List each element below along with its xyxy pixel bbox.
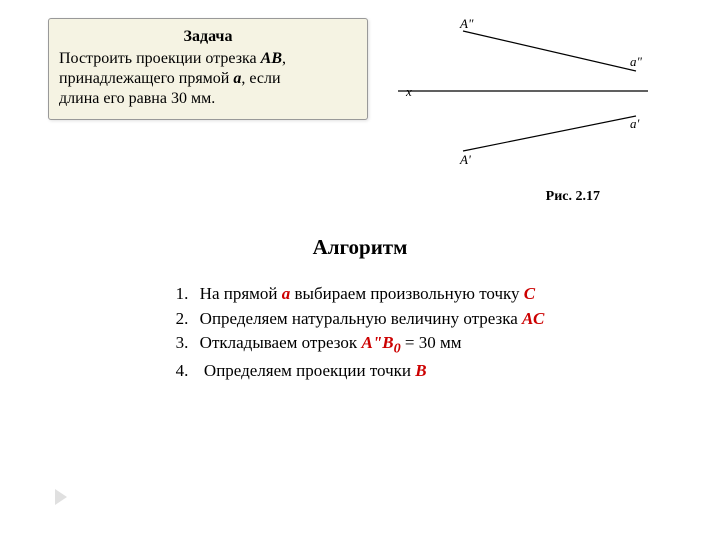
task-title: Задача — [59, 27, 357, 47]
svg-text:A": A" — [459, 16, 474, 31]
svg-text:a': a' — [630, 116, 640, 131]
task-text: , если — [241, 70, 280, 87]
task-text: , — [282, 50, 286, 67]
algorithm-item: 1.На прямой а выбираем произвольную точк… — [176, 282, 545, 307]
figure-caption: Рис. 2.17 — [0, 189, 720, 205]
algorithm-item: 3.Откладываем отрезок А"В0 = 30 мм — [176, 331, 545, 359]
diagram: A" A' a" a' x — [398, 16, 648, 171]
task-text: длина его равна 30 мм. — [59, 90, 215, 107]
diagram-svg: A" A' a" a' x — [398, 16, 648, 166]
svg-text:x: x — [405, 84, 412, 99]
algorithm-title: Алгоритм — [0, 235, 720, 260]
algorithm-section: Алгоритм 1.На прямой а выбираем произвол… — [0, 235, 720, 384]
algorithm-list: 1.На прямой а выбираем произвольную точк… — [176, 282, 545, 384]
task-body: Построить проекции отрезка АВ, принадлеж… — [59, 49, 357, 109]
segment-AB: АВ — [261, 50, 282, 67]
task-box: Задача Построить проекции отрезка АВ, пр… — [48, 18, 368, 120]
task-text: Построить проекции отрезка — [59, 50, 261, 67]
task-text: принадлежащего прямой — [59, 70, 233, 87]
slide-corner-icon — [55, 489, 67, 505]
algorithm-item: 4. Определяем проекции точки В — [176, 359, 545, 384]
algorithm-item: 2.Определяем натуральную величину отрезк… — [176, 307, 545, 332]
svg-text:a": a" — [630, 54, 643, 69]
svg-text:A': A' — [459, 152, 471, 166]
